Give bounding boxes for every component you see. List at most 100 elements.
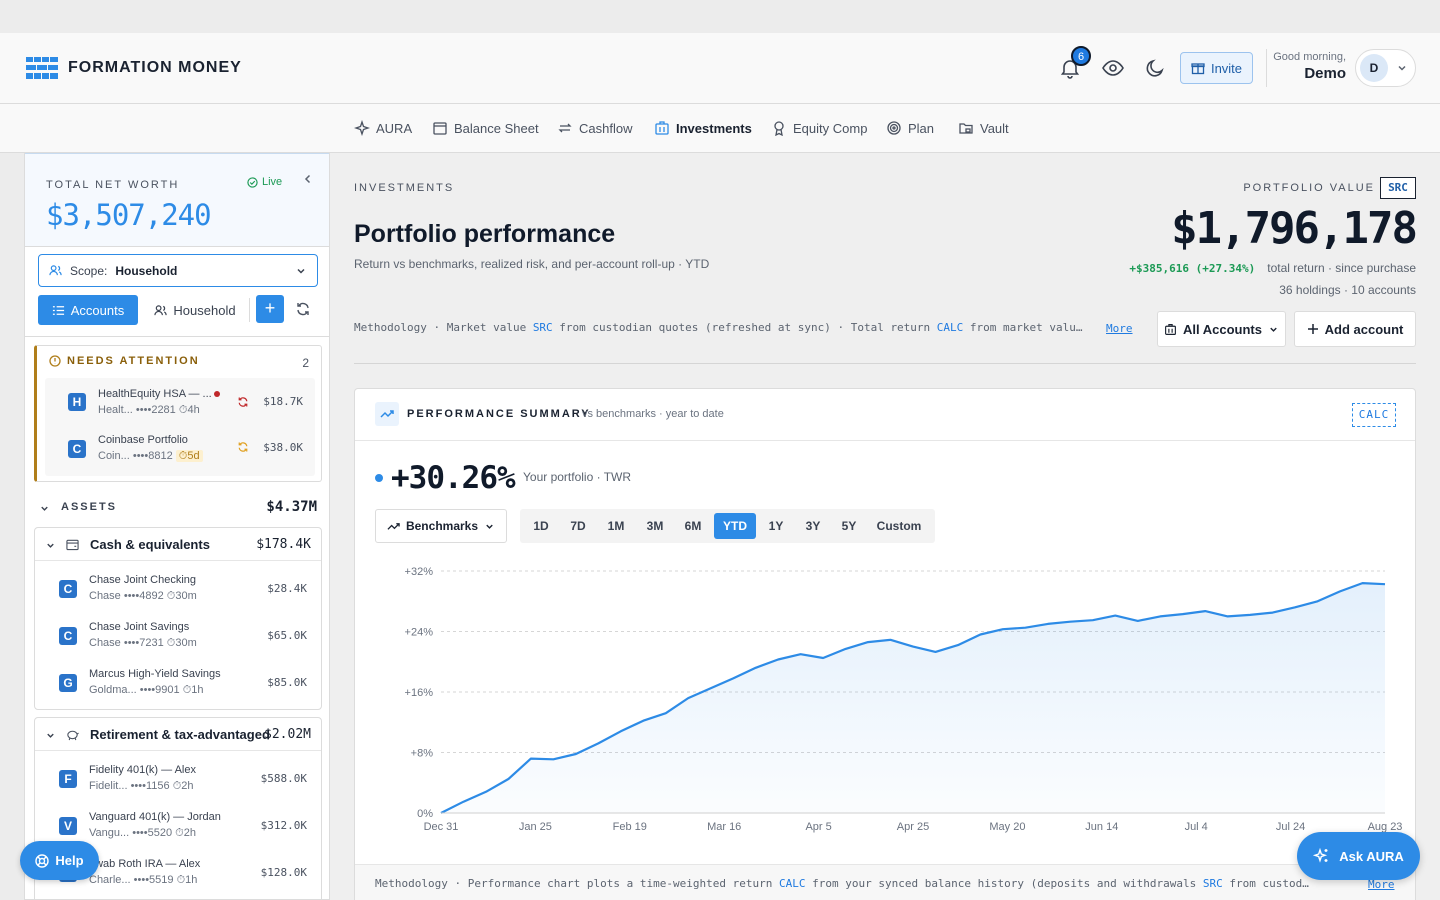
calc-tag[interactable]: CALC [1352,403,1396,427]
check-circle-icon [247,176,258,188]
x-tick-label: Jun 14 [1085,821,1118,833]
account-amount: $18.7K [263,395,303,408]
account-name: Fidelity 401(k) — Alex [89,764,196,776]
alert-circle-icon [49,355,61,367]
needs-attention-panel: NEEDS ATTENTION 2 H HealthEquity HSA — .… [34,345,322,482]
group-name: Retirement & tax-advantaged [90,727,270,742]
tab-household[interactable]: Household [145,295,245,325]
range-1d[interactable]: 1D [533,519,549,533]
list-item[interactable]: V Vanguard 401(k) — Jordan Vangu... ••••… [35,803,321,849]
invite-button[interactable]: Invite [1180,52,1253,84]
institution-badge: C [68,440,86,458]
portfolio-return-value: +30.26% [391,460,516,496]
help-label: Help [55,853,84,868]
lifebuoy-icon [35,853,50,868]
segment-divider [249,298,250,322]
account-amount: $28.4K [267,582,307,595]
tab-accounts[interactable]: Accounts [38,295,138,325]
privacy-eye-icon[interactable] [1101,58,1125,78]
ask-aura-button[interactable]: Ask AURA [1297,832,1420,880]
scope-select[interactable]: Scope: Household [38,254,318,287]
dark-mode-moon-icon[interactable] [1144,57,1166,79]
sparkle-icon [354,120,370,136]
nav-item-investments[interactable]: Investments [654,120,752,136]
group-header[interactable]: Cash & equivalents $178.4K [35,528,321,561]
collapse-sidebar-icon[interactable] [301,172,315,186]
greeting-block: Good morning, Demo [1270,51,1346,82]
nav-item-equity-comp[interactable]: Equity Comp [771,120,867,136]
institution-badge: F [59,770,77,788]
tab-accounts-label: Accounts [70,302,125,318]
list-item[interactable]: H HealthEquity HSA — ... Healt... ••••22… [45,378,315,424]
account-sub: Chase ••••7231 ⏱30m [89,637,197,649]
add-account-button[interactable]: + [256,295,284,323]
people-icon [154,304,168,315]
refresh-icon[interactable] [295,301,311,317]
nav-item-vault[interactable]: Vault [958,120,1009,136]
x-tick-label: Jul 4 [1185,821,1208,833]
add-account-button[interactable]: Add account [1294,311,1416,347]
range-3y[interactable]: 3Y [805,519,821,533]
folder-lock-icon [959,123,973,134]
chevron-down-icon [486,524,493,529]
range-3m[interactable]: 3M [646,519,664,533]
y-tick-label: +24% [405,627,434,639]
range-custom[interactable]: Custom [876,519,922,533]
list-item[interactable]: C Chase Joint Savings Chase ••••7231 ⏱30… [35,613,321,659]
range-6m[interactable]: 6M [684,519,702,533]
nav-label: Vault [980,120,1009,136]
group-header[interactable]: Retirement & tax-advantaged $2.02M [35,718,321,751]
list-item[interactable]: C Chase Joint Checking Chase ••••4892 ⏱3… [35,566,321,612]
list-item[interactable]: C Coinbase Portfolio Coin... ••••8812 ⏱5… [45,425,315,471]
needs-attention-count: 2 [302,356,309,370]
all-accounts-dropdown[interactable]: All Accounts [1157,311,1286,347]
account-sub: Coin... ••••8812 ⏱5d [98,450,203,463]
x-tick-label: Aug 23 [1368,821,1403,833]
needs-attention-heading: NEEDS ATTENTION [49,355,200,367]
account-name: Chase Joint Checking [89,574,197,586]
sync-stale-icon[interactable] [237,441,249,453]
performance-more-link[interactable]: More [1368,878,1395,891]
account-name: Coinbase Portfolio [98,434,188,446]
nav-item-aura[interactable]: AURA [354,120,412,136]
range-7d[interactable]: 7D [570,519,586,533]
help-button[interactable]: Help [20,841,99,880]
award-icon [774,121,784,136]
range-1y[interactable]: 1Y [768,519,784,533]
methodology-more-link[interactable]: More [1106,322,1133,335]
account-name: hwab Roth IRA — Alex [89,858,201,870]
y-tick-label: +16% [405,687,434,699]
account-sub: Vangu... ••••5520 ⏱2h [89,827,197,839]
app-header: FORMATION MONEY 6 Invite Good morning, D… [0,33,1440,104]
src-tag[interactable]: SRC [1380,177,1416,199]
user-menu-button[interactable]: D [1355,49,1416,87]
main-content: INVESTMENTS Portfolio performance Return… [330,153,1440,900]
total-return-caption: total return · since purchase [1267,261,1416,275]
x-tick-label: May 20 [989,821,1025,833]
sync-error-icon[interactable] [237,396,249,408]
performance-methodology-text: Methodology · Performance chart plots a … [375,877,1315,890]
nav-item-balance-sheet[interactable]: Balance Sheet [432,120,539,136]
range-ytd[interactable]: YTD [714,513,756,539]
net-worth-label: TOTAL NET WORTH [46,179,180,191]
ask-aura-label: Ask AURA [1339,848,1404,864]
benchmarks-dropdown[interactable]: Benchmarks [375,509,507,543]
gift-icon [1191,63,1205,75]
nav-item-cashflow[interactable]: Cashflow [557,120,632,136]
list-item[interactable]: G Marcus High-Yield Savings Goldma... ••… [35,660,321,706]
series-dot [375,474,383,482]
assets-section-header[interactable]: ASSETS $4.37M [39,498,317,520]
trending-up-icon [387,522,400,530]
group-retirement: Retirement & tax-advantaged $2.02M F Fid… [34,717,322,899]
greeting-text: Good morning, [1273,51,1346,63]
account-sub: Fidelit... ••••1156 ⏱2h [89,780,194,792]
range-5y[interactable]: 5Y [841,519,857,533]
series-line [440,582,1386,814]
list-item[interactable]: F Fidelity 401(k) — Alex Fidelit... ••••… [35,756,321,802]
nav-item-plan[interactable]: Plan [886,120,934,136]
ledger-icon [433,122,447,135]
performance-chart: 0% +8% +16% +24% +32% Dec 31 Jan 25 Feb 19 Mar 1… [405,566,1403,833]
invite-label: Invite [1210,60,1243,76]
range-1m[interactable]: 1M [607,519,625,533]
trending-up-icon [375,402,399,426]
